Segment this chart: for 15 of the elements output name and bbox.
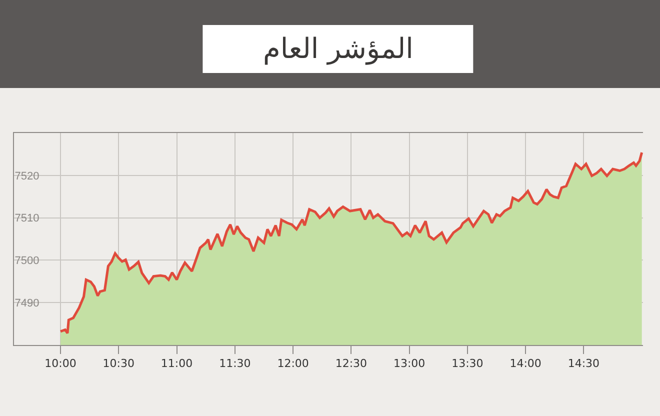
x-tick-label: 13:30: [452, 357, 484, 370]
y-tick-label: 7500: [14, 255, 40, 268]
chart-title: المؤشر العام: [263, 32, 414, 65]
x-tick-label: 12:30: [335, 357, 368, 370]
x-tick-label: 13:00: [393, 357, 426, 370]
y-tick-label: 7520: [14, 170, 40, 182]
x-tick-label: 14:00: [510, 357, 542, 370]
x-tick-label: 10:00: [44, 357, 76, 370]
y-tick-label: 7510: [14, 212, 40, 225]
x-tick-label: 12:00: [277, 357, 309, 370]
y-tick-label: 7490: [14, 297, 40, 310]
x-tick-label: 14:30: [568, 357, 600, 370]
x-tick-label: 11:00: [160, 357, 193, 370]
x-tick-label: 11:30: [219, 357, 251, 370]
x-tick-label: 10:30: [102, 357, 134, 370]
